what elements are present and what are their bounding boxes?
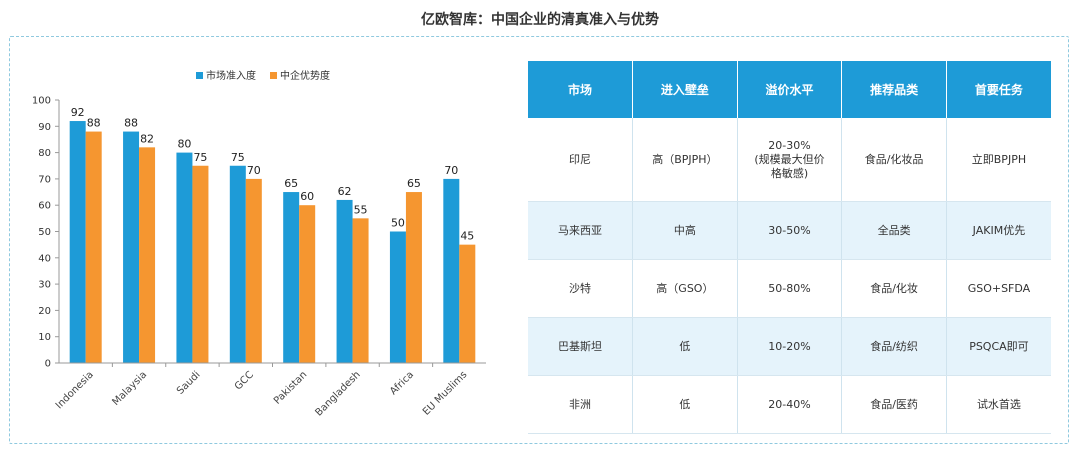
table-cell: 高（GSO） xyxy=(632,259,738,318)
bar-value-label: 50 xyxy=(391,217,405,230)
y-tick-label: 40 xyxy=(38,253,51,264)
bar-value-label: 88 xyxy=(124,117,138,130)
legend-label-advantage: 中企优势度 xyxy=(280,69,330,82)
table-row: 沙特 高（GSO） 50-80% 食品/化妆 GSO+SFDA xyxy=(528,259,1051,318)
x-tick-label: Bangladesh xyxy=(313,369,362,418)
bar-value-label: 65 xyxy=(284,177,298,190)
content-frame xyxy=(9,36,1069,444)
bar-advantage xyxy=(139,147,156,363)
y-tick-label: 80 xyxy=(38,148,51,159)
bar-value-label: 70 xyxy=(247,164,261,177)
table-cell: 巴基斯坦 xyxy=(528,317,634,376)
y-tick-label: 50 xyxy=(38,227,51,238)
table-cell: 中高 xyxy=(632,201,738,260)
bar-value-label: 65 xyxy=(407,177,421,190)
y-tick-label: 20 xyxy=(38,306,51,317)
table-row: 马来西亚 中高 30-50% 全品类 JAKIM优先 xyxy=(528,201,1051,260)
y-tick-label: 30 xyxy=(38,280,51,291)
table-cell: 沙特 xyxy=(528,259,634,318)
table-cell: 50-80% xyxy=(737,259,843,318)
table-header-row: 市场 进入壁垒 溢价水平 推荐品类 首要任务 xyxy=(528,61,1051,118)
bar-value-label: 82 xyxy=(140,132,154,145)
bar-value-label: 75 xyxy=(231,151,245,164)
y-tick-label: 60 xyxy=(38,201,51,212)
legend-swatch-advantage xyxy=(270,72,277,79)
bar-value-label: 55 xyxy=(354,203,368,216)
table-row: 印尼 高（BPJPH） 20-30% (规模最大但价 格敏感) 食品/化妆品 立… xyxy=(528,118,1051,202)
x-tick-label: Africa xyxy=(388,369,416,397)
legend-swatch-access xyxy=(196,72,203,79)
table-cell: 印尼 xyxy=(528,118,634,202)
market-table: 市场 进入壁垒 溢价水平 推荐品类 首要任务 印尼 高（BPJPH） 20-30… xyxy=(528,61,1051,434)
x-tick-label: Pakistan xyxy=(272,369,309,406)
table-cell: 食品/化妆品 xyxy=(841,118,947,202)
table-cell: 20-40% xyxy=(737,375,843,434)
bar-access xyxy=(69,121,86,363)
bar-advantage xyxy=(299,205,316,363)
bar-value-label: 75 xyxy=(193,151,207,164)
bar-access xyxy=(123,131,140,363)
header-barrier: 进入壁垒 xyxy=(632,61,738,118)
table-cell: 低 xyxy=(632,317,738,376)
table-cell: 试水首选 xyxy=(946,375,1051,434)
y-tick-label: 100 xyxy=(32,96,51,107)
table-cell: 非洲 xyxy=(528,375,634,434)
table-cell: 全品类 xyxy=(841,201,947,260)
bar-access xyxy=(389,231,406,363)
table-cell: 高（BPJPH） xyxy=(632,118,738,202)
table-cell: 低 xyxy=(632,375,738,434)
table-cell: 30-50% xyxy=(737,201,843,260)
bar-access xyxy=(283,192,300,363)
table-row: 巴基斯坦 低 10-20% 食品/纺织 PSQCA即可 xyxy=(528,317,1051,376)
bar-value-label: 88 xyxy=(87,117,101,130)
bar-advantage xyxy=(85,131,102,363)
table-cell: 食品/医药 xyxy=(841,375,947,434)
table-cell: 20-30% (规模最大但价 格敏感) xyxy=(737,118,843,202)
bar-advantage xyxy=(192,165,209,363)
bar-access xyxy=(229,165,246,363)
table-row: 非洲 低 20-40% 食品/医药 试水首选 xyxy=(528,375,1051,434)
table-cell: 立即BPJPH xyxy=(946,118,1051,202)
table-cell: GSO+SFDA xyxy=(946,259,1051,318)
y-axis: 0 10 20 30 40 50 60 70 80 90 100 xyxy=(32,96,60,370)
bar-value-label: 45 xyxy=(460,230,474,243)
header-market: 市场 xyxy=(528,61,634,118)
y-tick-label: 70 xyxy=(38,174,51,185)
bar-value-label: 80 xyxy=(177,138,191,151)
y-tick-label: 0 xyxy=(45,359,51,370)
header-category: 推荐品类 xyxy=(841,61,947,118)
bar-value-label: 70 xyxy=(444,164,458,177)
table-cell: 食品/纺织 xyxy=(841,317,947,376)
bar-advantage xyxy=(459,244,476,363)
bar-access xyxy=(176,152,193,363)
x-tick-label: EU Muslims xyxy=(421,369,469,417)
table-cell: JAKIM优先 xyxy=(946,201,1051,260)
chart-legend: 市场准入度 中企优势度 xyxy=(196,69,330,82)
table-cell: 马来西亚 xyxy=(528,201,634,260)
x-tick-label: GCC xyxy=(233,369,256,392)
x-tick-label: Indonesia xyxy=(54,369,96,411)
y-tick-label: 10 xyxy=(38,332,51,343)
bar-advantage xyxy=(352,218,369,363)
bar-advantage xyxy=(405,192,422,363)
table-cell: 食品/化妆 xyxy=(841,259,947,318)
bar-value-label: 92 xyxy=(71,106,85,119)
x-tick-label: Saudi xyxy=(175,369,203,397)
bar-advantage xyxy=(245,178,262,363)
x-axis: Indonesia Malaysia Saudi GCC Pakistan Banglad… xyxy=(54,362,486,419)
bar-value-label: 62 xyxy=(338,185,352,198)
table-cell: PSQCA即可 xyxy=(946,317,1051,376)
y-tick-label: 90 xyxy=(38,122,51,133)
bar-value-label: 60 xyxy=(300,190,314,203)
table-cell: 10-20% xyxy=(737,317,843,376)
header-task: 首要任务 xyxy=(946,61,1051,118)
legend-label-access: 市场准入度 xyxy=(206,69,256,82)
bar-access xyxy=(443,178,460,363)
header-premium: 溢价水平 xyxy=(737,61,843,118)
x-tick-label: Malaysia xyxy=(111,369,150,408)
page-title: 亿欧智库：中国企业的清真准入与优势 xyxy=(421,12,659,28)
bar-access xyxy=(336,199,353,363)
